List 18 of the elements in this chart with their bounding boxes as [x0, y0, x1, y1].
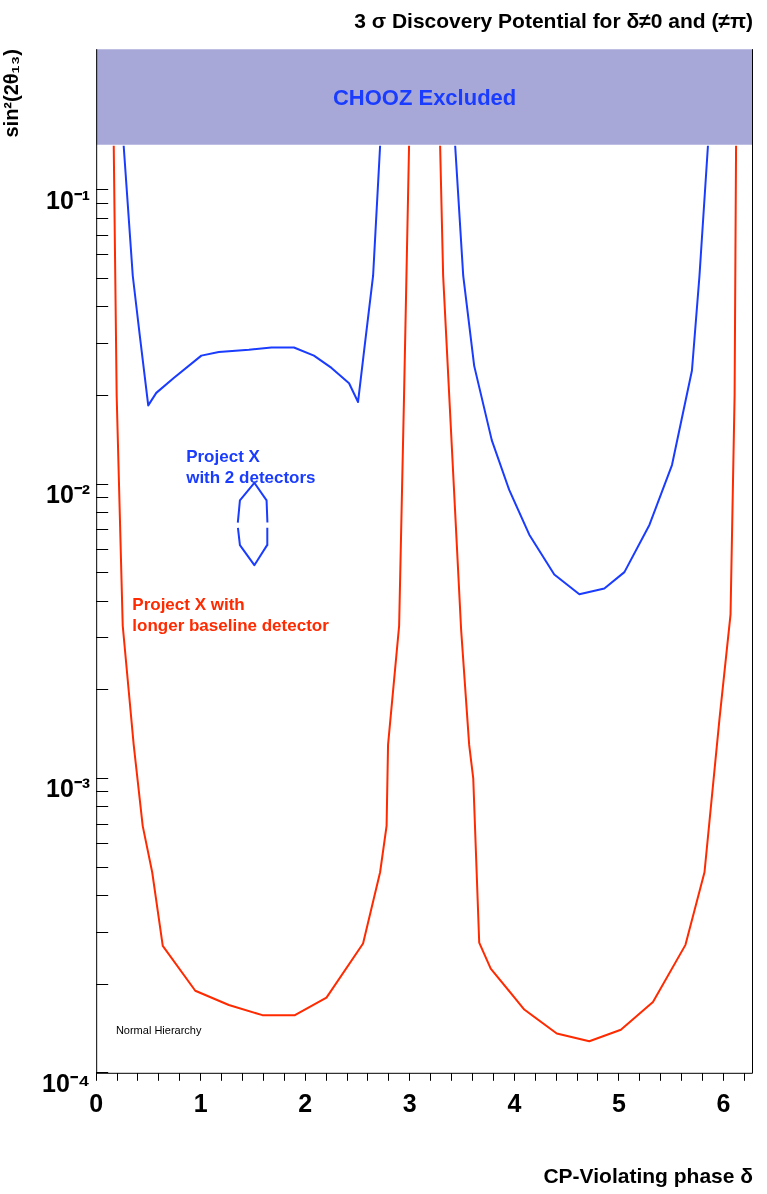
chart-title: 3 σ Discovery Potential for δ≠0 and (≠π) — [354, 9, 753, 33]
band-label: CHOOZ Excluded — [332, 85, 517, 111]
annotation: Project X with longer baseline detector — [132, 595, 330, 636]
x-tick-label: 5 — [611, 1088, 626, 1117]
x-tick-label: 0 — [89, 1088, 104, 1117]
y-tick-label: 10⁻² — [46, 479, 91, 508]
y-tick-label: 10⁻³ — [46, 774, 91, 803]
x-tick-label: 1 — [193, 1088, 208, 1117]
y-axis-title: sin²(2θ₁₃) — [0, 49, 22, 138]
x-tick-label: 3 — [402, 1088, 417, 1117]
y-tick-label: 10⁻⁴ — [41, 1068, 91, 1097]
annotation: Project X with 2 detectors — [185, 446, 316, 487]
x-tick-label: 6 — [716, 1088, 731, 1117]
x-tick-label: 4 — [507, 1088, 522, 1117]
y-tick-label: 10⁻¹ — [46, 185, 91, 214]
x-axis-title: CP-Violating phase δ — [543, 1164, 753, 1188]
x-tick-label: 2 — [298, 1088, 313, 1117]
annotation: Normal Hierarchy — [115, 1024, 202, 1037]
